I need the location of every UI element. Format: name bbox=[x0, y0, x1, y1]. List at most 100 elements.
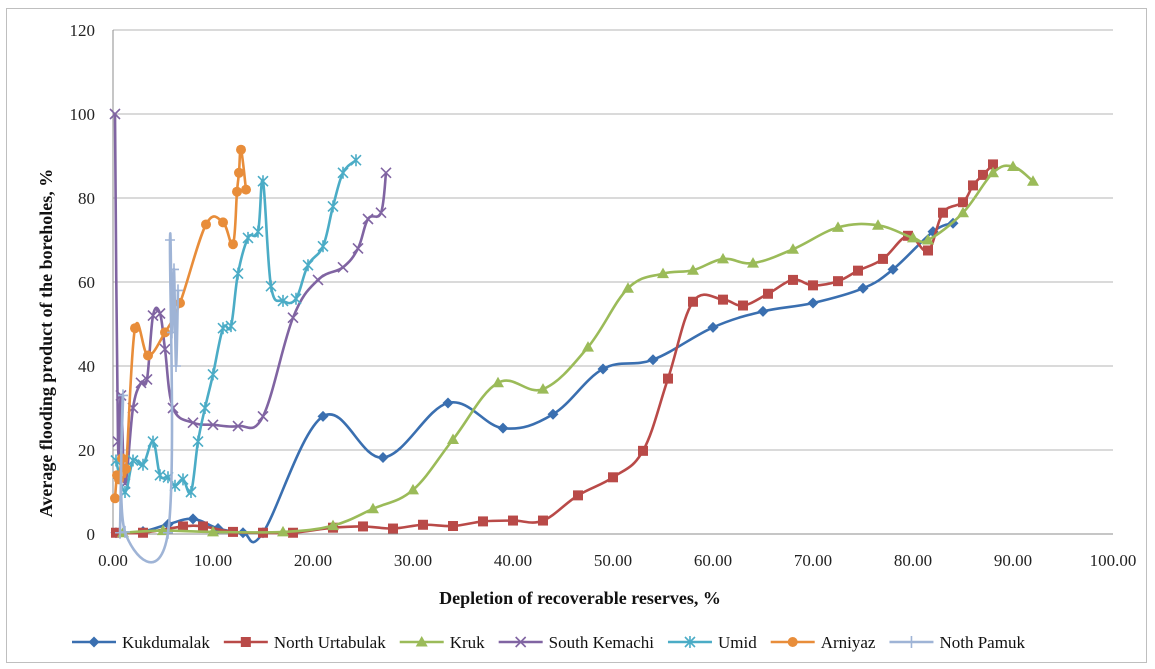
data-point-noth-pamuk bbox=[165, 234, 175, 246]
legend-item-umid: Umid bbox=[667, 633, 757, 652]
data-point-umid bbox=[137, 458, 149, 471]
data-point-north-urtabulak bbox=[878, 253, 888, 264]
data-point-kruk bbox=[622, 282, 634, 293]
data-point-umid bbox=[252, 225, 264, 238]
x-tick-label: 40.00 bbox=[494, 551, 532, 570]
data-point-south-kemachi bbox=[352, 242, 364, 254]
data-point-north-urtabulak bbox=[938, 207, 948, 218]
data-point-kruk bbox=[832, 221, 844, 232]
data-point-umid bbox=[265, 280, 277, 293]
legend-label-kruk: Kruk bbox=[450, 633, 485, 652]
legend-label-umid: Umid bbox=[718, 633, 757, 652]
data-point-kukdumalak bbox=[707, 321, 719, 333]
data-point-umid bbox=[177, 473, 189, 486]
data-point-north-urtabulak bbox=[853, 265, 863, 276]
data-point-noth-pamuk bbox=[167, 326, 177, 339]
data-point-south-kemachi bbox=[135, 377, 147, 389]
data-point-kukdumalak bbox=[807, 297, 819, 309]
data-point-arniyaz bbox=[201, 219, 211, 230]
legend-label-arniyaz: Arniyaz bbox=[821, 633, 876, 652]
data-point-noth-pamuk bbox=[171, 360, 181, 372]
data-point-kruk bbox=[687, 264, 699, 275]
data-point-north-urtabulak bbox=[478, 516, 488, 527]
data-point-arniyaz bbox=[121, 463, 131, 474]
data-point-noth-pamuk bbox=[118, 389, 128, 402]
legend-label-south-kemachi: South Kemachi bbox=[549, 633, 655, 652]
data-point-north-urtabulak bbox=[388, 523, 398, 534]
series-noth-pamuk bbox=[115, 232, 183, 564]
legend-label-noth-pamuk: Noth Pamuk bbox=[939, 633, 1025, 652]
data-point-umid bbox=[337, 166, 349, 179]
data-point-north-urtabulak bbox=[358, 521, 368, 532]
series-line-north-urtabulak bbox=[115, 163, 994, 535]
x-tick-label: 10.00 bbox=[194, 551, 232, 570]
series-north-urtabulak bbox=[111, 159, 998, 538]
x-tick-label: 60.00 bbox=[694, 551, 732, 570]
data-point-north-urtabulak bbox=[538, 515, 548, 526]
legend-item-noth-pamuk: Noth Pamuk bbox=[889, 633, 1025, 652]
data-point-kukdumalak bbox=[857, 282, 869, 294]
y-axis-title: Average flooding product of the borehole… bbox=[36, 169, 56, 518]
grid-layer bbox=[112, 29, 1113, 535]
data-point-umid bbox=[327, 200, 339, 213]
series-layer bbox=[109, 108, 1039, 564]
y-tick-labels: 0 20 40 60 80 100 120 bbox=[70, 21, 96, 544]
data-point-south-kemachi bbox=[380, 167, 392, 179]
data-point-arniyaz bbox=[228, 239, 238, 250]
data-point-kruk bbox=[787, 243, 799, 254]
x-tick-label: 80.00 bbox=[894, 551, 932, 570]
data-point-north-urtabulak bbox=[198, 521, 208, 532]
legend-marker-kruk bbox=[415, 636, 428, 647]
data-point-kukdumalak bbox=[497, 422, 509, 434]
data-point-kruk bbox=[717, 252, 729, 264]
legend-marker-arniyaz bbox=[787, 637, 798, 647]
data-point-south-kemachi bbox=[154, 307, 166, 320]
series-kukdumalak bbox=[110, 217, 959, 544]
data-point-south-kemachi bbox=[362, 213, 374, 225]
data-point-noth-pamuk bbox=[169, 263, 179, 276]
x-tick-labels: 0.00 10.00 20.00 30.00 40.00 50.00 60.00 70.00 8… bbox=[98, 551, 1136, 570]
data-point-noth-pamuk bbox=[120, 525, 130, 538]
data-point-north-urtabulak bbox=[738, 300, 748, 311]
data-point-umid bbox=[225, 320, 237, 333]
data-point-kukdumalak bbox=[547, 408, 559, 420]
data-point-south-kemachi bbox=[159, 343, 171, 355]
data-point-arniyaz bbox=[143, 350, 153, 361]
data-point-umid bbox=[317, 240, 329, 253]
data-point-south-kemachi bbox=[147, 310, 159, 322]
x-tick-label: 30.00 bbox=[394, 551, 432, 570]
series-line-noth-pamuk bbox=[118, 232, 180, 564]
x-tick-label: 20.00 bbox=[294, 551, 332, 570]
legend-item-north-urtabulak: North Urtabulak bbox=[223, 633, 386, 652]
data-point-north-urtabulak bbox=[508, 515, 518, 526]
data-point-umid bbox=[185, 486, 197, 498]
legend-label-north-urtabulak: North Urtabulak bbox=[274, 633, 386, 652]
data-point-kukdumalak bbox=[187, 513, 199, 525]
data-point-arniyaz bbox=[232, 186, 242, 197]
legend-item-south-kemachi: South Kemachi bbox=[498, 633, 655, 652]
data-point-north-urtabulak bbox=[638, 445, 648, 456]
y-tick-label: 80 bbox=[78, 189, 95, 208]
data-point-kruk bbox=[872, 219, 884, 230]
data-point-umid bbox=[232, 267, 244, 280]
data-point-north-urtabulak bbox=[178, 521, 188, 532]
legend-item-arniyaz: Arniyaz bbox=[770, 633, 876, 652]
data-point-kruk bbox=[367, 502, 379, 514]
data-point-arniyaz bbox=[110, 493, 120, 504]
data-point-arniyaz bbox=[160, 327, 170, 338]
data-point-umid bbox=[199, 402, 211, 414]
y-tick-label: 120 bbox=[70, 21, 96, 40]
data-point-north-urtabulak bbox=[968, 180, 978, 191]
data-point-umid bbox=[350, 154, 362, 167]
data-point-kukdumalak bbox=[442, 397, 454, 409]
data-point-umid bbox=[302, 259, 314, 272]
data-point-kruk bbox=[747, 257, 759, 268]
data-point-north-urtabulak bbox=[288, 527, 298, 538]
data-point-arniyaz bbox=[130, 323, 140, 334]
data-point-kukdumalak bbox=[597, 363, 609, 375]
y-tick-label: 100 bbox=[70, 105, 96, 124]
data-point-north-urtabulak bbox=[448, 521, 458, 532]
legend-marker-noth-pamuk bbox=[906, 636, 917, 648]
x-tick-label: 70.00 bbox=[794, 551, 832, 570]
